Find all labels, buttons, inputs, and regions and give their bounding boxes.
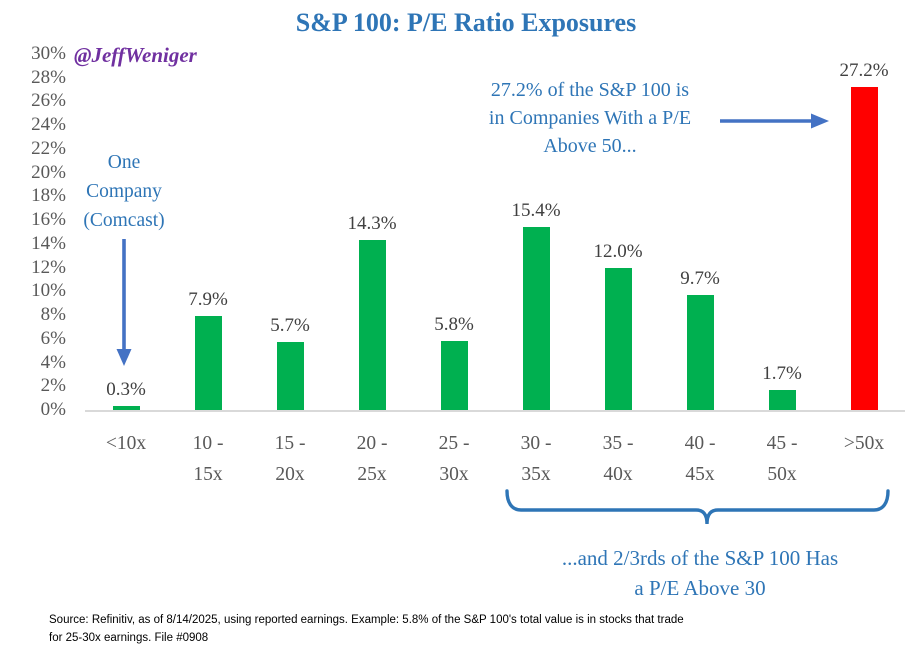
x-category-label: 40 - 45x <box>684 433 716 485</box>
bar-value-label: 12.0% <box>593 240 643 262</box>
y-tick-label: 6% <box>40 327 66 349</box>
bar <box>850 87 878 410</box>
y-tick-label: 0% <box>40 399 66 420</box>
bar <box>686 294 714 410</box>
bar <box>440 341 468 410</box>
y-tick-label: 2% <box>40 375 66 397</box>
x-category-label: 10 - 15x <box>192 433 224 485</box>
x-category-label: 45 - 50x <box>766 433 798 485</box>
y-tick-label: 10% <box>31 280 66 302</box>
author-watermark: @JeffWeniger <box>74 43 197 67</box>
bar <box>768 389 796 410</box>
y-tick-label: 20% <box>31 161 66 183</box>
annotation-above-50: 27.2% of the S&P 100 is in Companies Wit… <box>488 79 692 157</box>
y-tick-label: 12% <box>31 256 66 278</box>
plot-area: 0.3% 7.9% 5.7% 14.3% 5.8% 15.4% 12.0% 9.7% 1.7% 2… <box>85 54 905 412</box>
y-tick-label: 14% <box>31 232 66 254</box>
bar <box>358 240 386 410</box>
y-tick-label: 30% <box>31 43 66 64</box>
y-tick-label: 24% <box>31 114 66 136</box>
y-tick-label: 18% <box>31 185 66 207</box>
bar <box>522 227 550 410</box>
x-category-label: 20 - 25x <box>356 433 388 485</box>
x-category-label: 25 - 30x <box>438 433 470 485</box>
brace-icon <box>505 489 890 525</box>
x-axis: <10x 10 - 15x 15 - 20x 20 - 25x 25 - 30x 30 -… <box>85 428 905 490</box>
bar-value-label: 0.3% <box>106 379 146 401</box>
bar-value-label: 14.3% <box>347 213 397 235</box>
x-category-label: 35 - 40x <box>602 433 634 485</box>
source-note: Source: Refinitiv, as of 8/14/2025, usin… <box>49 614 684 644</box>
x-category-label: 30 - 35x <box>520 433 552 485</box>
bar-value-label: 7.9% <box>188 289 228 311</box>
y-tick-label: 28% <box>31 66 66 88</box>
bar <box>112 406 140 410</box>
bar-value-label: 5.8% <box>434 314 474 336</box>
bar-value-label: 5.7% <box>270 315 310 337</box>
annotation-above-30: ...and 2/3rds of the S&P 100 Has a P/E A… <box>561 546 839 600</box>
bar <box>604 267 632 410</box>
bar-value-label: 27.2% <box>839 60 889 82</box>
bar-value-label: 9.7% <box>680 267 720 289</box>
x-category-label: 15 - 20x <box>274 433 306 485</box>
bar-value-label: 1.7% <box>762 362 802 384</box>
annotation-one-company: One Company (Comcast) <box>83 152 165 231</box>
chart-title: S&P 100: P/E Ratio Exposures <box>295 8 637 37</box>
y-tick-label: 8% <box>40 304 66 326</box>
bar <box>276 342 304 410</box>
bar <box>194 316 222 410</box>
x-category-label: <10x <box>105 433 147 454</box>
x-category-label: >50x <box>843 433 885 454</box>
y-tick-label: 16% <box>31 209 66 231</box>
y-tick-label: 26% <box>31 90 66 112</box>
bar-value-label: 15.4% <box>511 200 561 222</box>
y-tick-label: 4% <box>40 351 66 373</box>
y-tick-label: 22% <box>31 137 66 159</box>
